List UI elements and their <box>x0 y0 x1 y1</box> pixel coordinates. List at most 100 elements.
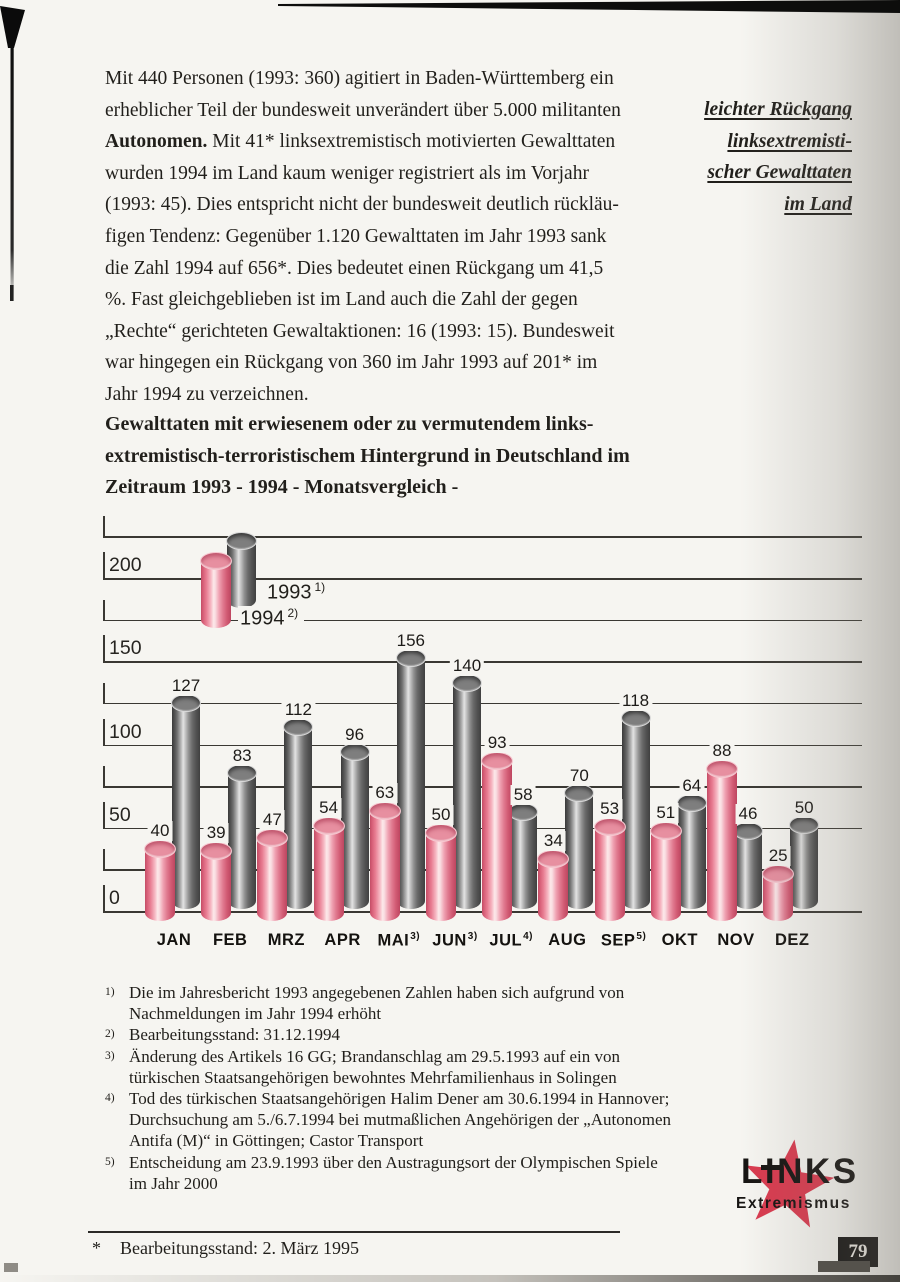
gridline-riser <box>103 516 105 537</box>
logo-letter: S <box>832 1152 859 1191</box>
value-label-1994: 51 <box>653 802 679 823</box>
paragraph-line: „Rechte“ gerichteten Gewaltaktionen: 16 … <box>105 320 615 342</box>
chart-title-line: Gewalttaten mit erwiesenem oder zu vermu… <box>105 413 594 435</box>
month-label-jul: JUL4) <box>489 931 533 950</box>
gridline-riser <box>103 801 105 828</box>
value-label-1994: 39 <box>203 822 229 843</box>
value-label-1993: 140 <box>449 655 485 676</box>
bar-1994-mrz <box>256 828 289 921</box>
paragraph-line: wurden 1994 im Land kaum weniger registr… <box>105 162 589 184</box>
gridline-riser <box>103 635 105 662</box>
legend-label-1994: 1994 2) <box>238 606 305 631</box>
bar-1994-mai <box>368 801 401 921</box>
value-label-1993: 112 <box>281 700 315 721</box>
gridline-175 <box>103 619 862 622</box>
footnote-line: 5) Entscheidung am 23.9.1993 über den Aus… <box>105 1152 658 1172</box>
gridline-riser <box>103 849 105 870</box>
legend-label-1993: 1993 1) <box>265 580 332 605</box>
gridline-riser <box>103 766 105 787</box>
value-label-1994: 53 <box>597 799 623 820</box>
chart-title-line: Zeitraum 1993 - 1994 - Monatsvergleich - <box>105 476 459 498</box>
bar-1993-nov <box>733 822 763 909</box>
logo-letter: N <box>777 1152 805 1191</box>
footnote-line: Antifa (M)“ in Göttingen; Castor Transpo… <box>129 1131 424 1151</box>
legend-cylinder-1994 <box>200 552 232 628</box>
value-label-1994: 54 <box>316 797 342 818</box>
page-number-badge: 79 <box>838 1237 878 1267</box>
logo-letter: L <box>741 1152 765 1191</box>
footnote-line: türkischen Staatsangehörigen bewohntes M… <box>129 1067 617 1087</box>
footnotes-list: 1) Die im Jahresbericht 1993 angegebenen … <box>105 982 671 1194</box>
chart-title-line: extremistisch-terroristischem Hintergrun… <box>105 444 630 467</box>
value-label-1994: 50 <box>428 804 454 825</box>
value-label-1993: 64 <box>679 775 705 796</box>
bar-1993-jul <box>508 803 539 909</box>
paragraph-line: war hingegen ein Rückgang von 360 im Jah… <box>105 352 598 374</box>
paragraph-line: die Zahl 1994 auf 656*. Dies bedeutet ei… <box>105 257 604 279</box>
month-label-apr: APR <box>324 931 361 949</box>
star-icon <box>745 1139 835 1228</box>
logo-letter: K <box>804 1152 833 1191</box>
month-label-nov: NOV <box>717 931 755 949</box>
month-label-mrz: MRZ <box>267 931 306 949</box>
footnote-line: 4) Tod des türkischen Staatsangehörigen H… <box>105 1089 670 1109</box>
bar-1993-mrz <box>283 718 314 909</box>
value-label-1993: 156 <box>393 630 428 651</box>
gridline-125 <box>103 702 862 705</box>
gridline-riser <box>103 552 105 578</box>
value-label-1993: 70 <box>566 766 592 787</box>
scan-bottom-edge-artifact <box>0 1275 900 1282</box>
footnote-line: im Jahr 2000 <box>129 1173 218 1193</box>
margin-note-line: im Land <box>784 193 852 215</box>
footnote-line: Nachmeldungen im Jahr 1994 erhöht <box>129 1004 382 1024</box>
footnote-line: 1) Die im Jahresbericht 1993 angegebenen … <box>105 983 625 1002</box>
footnote-marker: 3) <box>105 1049 115 1062</box>
bar-1993-okt <box>676 793 707 909</box>
bar-1993-dez <box>789 816 820 909</box>
scan-bottom-left-mark <box>4 1263 18 1272</box>
links-extremismus-logo: LINKS Extremismus <box>715 1130 890 1230</box>
footer-note-text: Bearbeitungsstand: 2. März 1995 <box>120 1238 359 1258</box>
bar-1993-feb <box>227 763 258 909</box>
bar-1993-mai <box>395 648 426 909</box>
gridline-riser <box>103 718 105 745</box>
value-label-1994: 25 <box>765 846 791 867</box>
month-label-feb: FEB <box>212 931 248 949</box>
value-label-1994: 88 <box>709 741 735 762</box>
paragraph-line: %. Fast gleichgeblieben ist im Land auch… <box>105 289 578 311</box>
gridline-riser <box>103 682 105 703</box>
gridline-100 <box>103 744 862 746</box>
bar-1994-aug <box>537 850 570 921</box>
footer-note: * Bearbeitungsstand: 2. März 1995 <box>92 1238 359 1259</box>
gridline-riser <box>103 885 105 911</box>
month-label-jan: JAN <box>156 931 192 949</box>
value-label-1994: 47 <box>259 809 285 830</box>
value-label-1993: 46 <box>735 804 761 825</box>
margin-note-line: scher Gewalttaten <box>707 162 852 183</box>
bar-1993-aug <box>564 784 595 909</box>
paragraph-line: (1993: 45). Dies entspricht nicht der bu… <box>105 194 619 216</box>
bar-1994-jul <box>481 751 514 921</box>
chart-heading: Gewalttaten mit erwiesenem oder zu vermu… <box>105 409 630 504</box>
scan-top-edge-artifact <box>278 0 900 13</box>
margin-note-line: linksextremisti- <box>727 130 852 152</box>
margin-note-line: leichter Rückgang <box>704 99 852 120</box>
footnote-line: Durchsuchung am 5./6.7.1994 bei mutmaßli… <box>129 1110 671 1130</box>
logo-letter: I <box>764 1152 778 1191</box>
value-label-1993: 50 <box>791 798 817 818</box>
paragraph-line: Jahr 1994 zu verzeichnen. <box>105 383 309 405</box>
bar-1994-jun <box>425 823 457 921</box>
logo-subtitle: Extremismus <box>736 1195 851 1212</box>
bar-1993-apr <box>339 743 370 909</box>
month-label-dez: DEZ <box>774 931 810 949</box>
paragraph-line: erheblicher Teil der bundesweit unveränd… <box>105 99 621 121</box>
legend-cylinder-1993 <box>226 532 257 608</box>
month-label-okt: OKT <box>661 931 698 949</box>
bar-1993-jan <box>171 694 201 909</box>
gridline-225 <box>103 536 862 538</box>
value-label-1994: 63 <box>372 782 398 803</box>
value-label-1993: 118 <box>619 690 653 711</box>
footnote-marker: 4) <box>105 1092 115 1105</box>
scan-left-edge-artifact <box>0 6 25 301</box>
bar-1993-sep <box>620 708 651 909</box>
